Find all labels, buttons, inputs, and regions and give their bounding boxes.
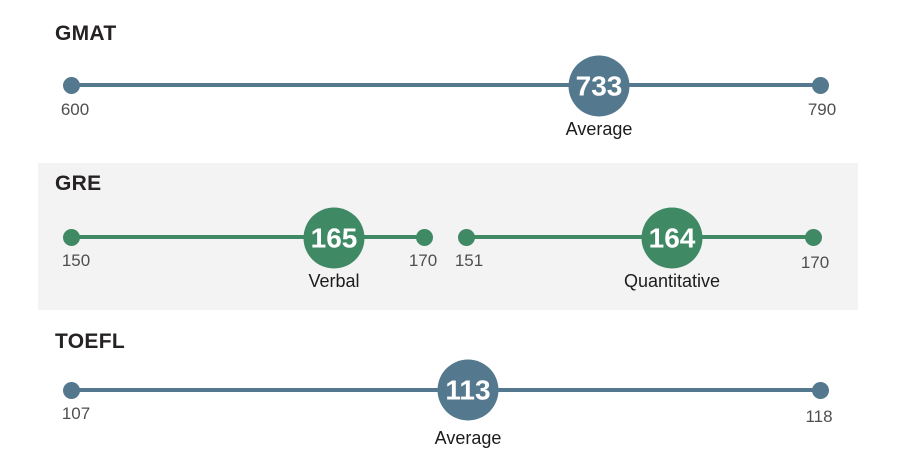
gmat-max-dot [812,77,829,94]
gre-verbal-max-label: 170 [408,251,438,270]
gre-verbal-min-dot [63,229,80,246]
toefl-max-dot [812,382,829,399]
gmat-max-label: 790 [807,100,837,119]
gre-quantitative-min-label: 151 [454,251,484,270]
gmat-min-dot [63,77,80,94]
gre-verbal-max-dot [416,229,433,246]
gre-quantitative-max-label: 170 [800,253,830,272]
toefl-max-label: 118 [805,407,833,426]
gre-quantitative-average-bubble: 164 [641,207,703,269]
gmat-section-title: GMAT [55,22,117,45]
gre-verbal-label: Verbal [308,271,360,291]
gre-verbal-min-label: 150 [61,251,91,270]
toefl-average-label: Average [434,428,502,448]
gre-quantitative-label: Quantitative [623,271,721,291]
gmat-average-label: Average [565,119,633,139]
toefl-min-label: 107 [61,404,91,423]
gmat-average-bubble: 733 [568,55,630,117]
gre-quantitative-max-dot [805,229,822,246]
gre-quantitative-range-line [466,235,813,239]
toefl-section-title: TOEFL [55,330,125,353]
gre-quantitative-min-dot [458,229,475,246]
gmat-range-line [70,83,820,87]
gre-verbal-range-line [71,235,424,239]
gre-section-title: GRE [55,172,102,195]
toefl-average-bubble: 113 [437,359,499,421]
gre-verbal-average-bubble: 165 [303,207,365,269]
gmat-min-label: 600 [60,100,90,119]
toefl-min-dot [63,382,80,399]
